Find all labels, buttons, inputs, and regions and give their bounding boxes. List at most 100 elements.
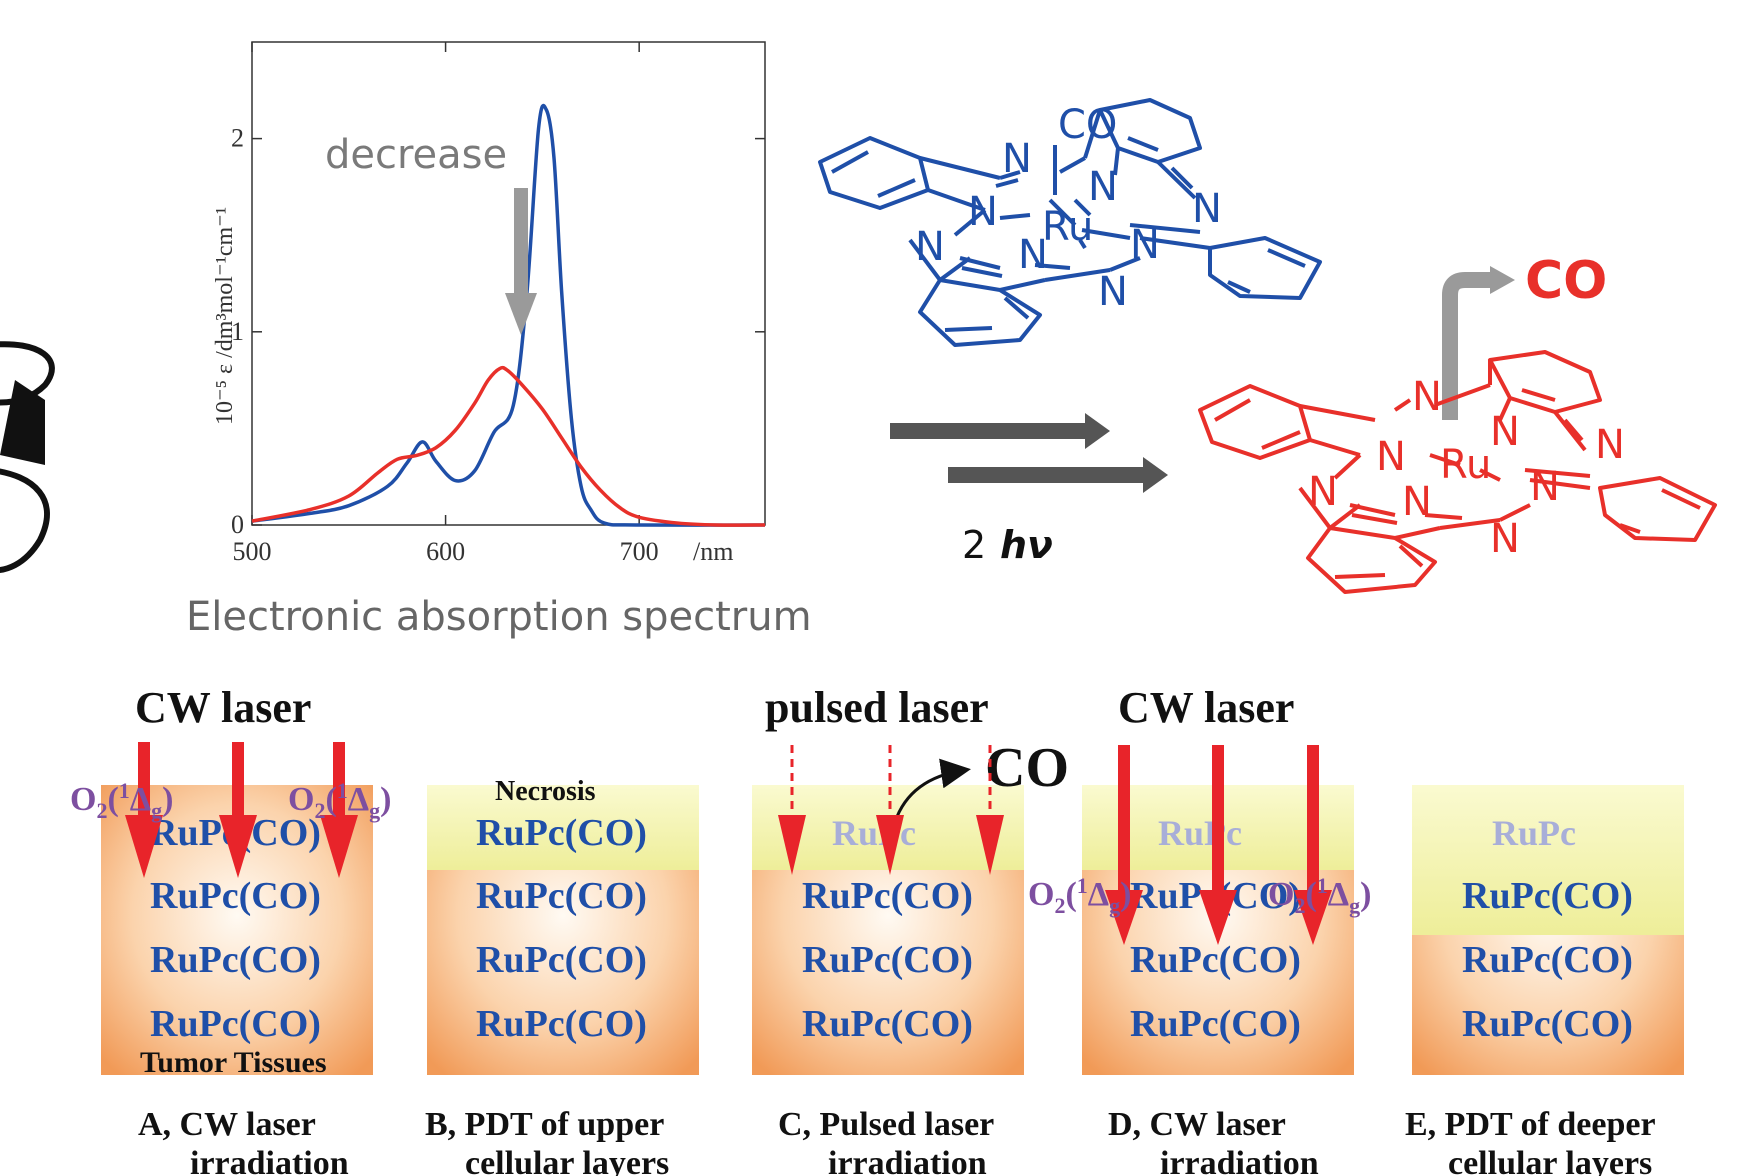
svg-text:O2(1Δg): O2(1Δg) — [70, 778, 173, 823]
decrease-annotation: decrease — [325, 132, 507, 178]
cw-laser-arrows — [125, 742, 358, 878]
svg-text:N: N — [1402, 479, 1432, 525]
singlet-oxygen-label: O2(1Δg) — [70, 778, 173, 823]
necrosis-label: Necrosis — [495, 776, 596, 807]
svg-text:N: N — [1490, 516, 1520, 562]
panel-c-header: pulsed laser — [765, 683, 989, 732]
series-lines — [251, 103, 766, 527]
svg-text:N: N — [1490, 409, 1520, 455]
x-tick-label: 700 — [620, 537, 659, 566]
svg-text:N: N — [1376, 434, 1406, 480]
photoreaction-arrows — [890, 413, 1168, 493]
svg-text:N: N — [1595, 422, 1625, 468]
necrosis-layer — [1412, 785, 1684, 935]
rupc-co-label: RuPc(CO) — [150, 1003, 321, 1045]
rupc-co-molecule — [818, 98, 1322, 347]
pulsed-laser-arrows — [778, 745, 1004, 875]
panel-e-caption-line1: E, PDT of deeper — [1405, 1106, 1656, 1143]
panel-b: Necrosis RuPc(CO) RuPc(CO) RuPc(CO) RuPc… — [425, 776, 699, 1176]
svg-text:N: N — [1130, 222, 1160, 268]
panel-a-header: CW laser — [135, 683, 311, 732]
svg-text:O2(1Δg): O2(1Δg) — [1268, 873, 1371, 918]
panel-e-caption-line2: cellular layers — [1448, 1145, 1652, 1176]
panel-d-caption-line2: irradiation — [1160, 1145, 1319, 1176]
x-axis-unit: /nm — [693, 537, 733, 566]
svg-text:O2(1Δg): O2(1Δg) — [288, 778, 391, 823]
y-tick-label: 1 — [231, 317, 244, 346]
co-release-arrow — [1442, 266, 1515, 420]
svg-text:N: N — [968, 189, 998, 235]
y-axis-label: 10⁻⁵ ε /dm³mol⁻¹cm⁻¹ — [212, 207, 238, 425]
absorption-spectrum-chart: 500 600 700 0 1 2 /nm 10⁻⁵ ε /dm³mol⁻¹cm⁻¹ de… — [186, 41, 812, 640]
rupc-label-faded: RuPc — [832, 813, 916, 853]
rupc-molecule — [1198, 350, 1717, 594]
rupc-co-label: RuPc(CO) — [1462, 1003, 1633, 1045]
necrosis-layer — [427, 785, 699, 870]
y-tick-label: 2 — [231, 124, 244, 153]
panel-c-caption-line1: C, Pulsed laser — [778, 1106, 994, 1143]
panel-c: pulsed laser CO RuPc RuPc(CO) RuPc(CO) R… — [752, 683, 1069, 1176]
rupc-co-label: RuPc(CO) — [1462, 875, 1633, 917]
rupc-co-label: RuPc(CO) — [802, 875, 973, 917]
rupc-co-label: RuPc(CO) — [476, 939, 647, 981]
singlet-oxygen-label: O2(1Δg) — [1028, 873, 1131, 918]
panel-a-caption-line2: irradiation — [190, 1145, 349, 1176]
svg-text:N: N — [1098, 269, 1128, 315]
axis-ticks — [251, 42, 765, 526]
panel-b-caption-line2: cellular layers — [465, 1145, 669, 1176]
panel-e: RuPc RuPc(CO) RuPc(CO) RuPc(CO) E, PDT o… — [1405, 785, 1684, 1176]
panel-b-caption-line1: B, PDT of upper — [425, 1106, 664, 1143]
panel-c-caption-line2: irradiation — [828, 1145, 987, 1176]
rupc-co-label: RuPc(CO) — [1130, 939, 1301, 981]
panel-a: CW laser RuPc(CO) RuPc(CO) RuPc(CO) RuPc… — [70, 683, 391, 1176]
y-tick-label: 0 — [231, 510, 244, 539]
cw-laser-arrows — [1105, 745, 1332, 945]
svg-text:N: N — [1412, 374, 1442, 420]
x-tick-label: 600 — [426, 537, 465, 566]
rupc-co-label: RuPc(CO) — [476, 812, 647, 854]
svg-text:N: N — [1088, 164, 1118, 210]
panel-d: CW laser RuPc RuPc(CO) RuPc(CO) RuPc(CO)… — [1028, 683, 1371, 1176]
two-photon-hv: hν — [1000, 523, 1053, 567]
rupc-co-label: RuPc(CO) — [476, 1003, 647, 1045]
svg-text:N: N — [915, 224, 945, 270]
rupc-co-label: RuPc(CO) — [150, 875, 321, 917]
co-release-curve — [893, 758, 971, 823]
x-tick-label: 500 — [233, 537, 272, 566]
spectrum-series-1 — [251, 103, 766, 527]
partial-rotation-graphic — [0, 341, 55, 573]
panel-a-caption-line1: A, CW laser — [138, 1106, 316, 1143]
panel-d-caption-line1: D, CW laser — [1108, 1106, 1286, 1143]
svg-text:Ru: Ru — [1042, 204, 1093, 250]
tumor-tissues-label: Tumor Tissues — [140, 1046, 327, 1079]
rupc-co-label: RuPc(CO) — [476, 875, 647, 917]
rupc-co-label: RuPc(CO) — [1462, 939, 1633, 981]
rupc-co-label: RuPc(CO) — [1130, 1003, 1301, 1045]
svg-text:Ru: Ru — [1440, 442, 1491, 488]
singlet-oxygen-label: O2(1Δg) — [288, 778, 391, 823]
svg-text:N: N — [1018, 232, 1048, 278]
spectrum-series-2 — [251, 365, 766, 527]
panel-d-header: CW laser — [1118, 683, 1294, 732]
rupc-co-label: RuPc(CO) — [150, 939, 321, 981]
svg-text:N: N — [1192, 186, 1222, 232]
svg-text:N: N — [1530, 464, 1560, 510]
axis-tick-labels: 500 600 700 0 1 2 — [231, 124, 659, 566]
rupc-co-atom-labels: CO Ru N N N N N N N N — [915, 102, 1222, 315]
svg-text:N: N — [1002, 136, 1032, 182]
decrease-arrow — [505, 188, 537, 335]
svg-text:N: N — [1308, 469, 1338, 515]
rupc-co-label: RuPc(CO) — [802, 939, 973, 981]
rupc-label-faded: RuPc — [1158, 813, 1242, 853]
singlet-oxygen-label: O2(1Δg) — [1268, 873, 1371, 918]
chart-caption: Electronic absorption spectrum — [186, 594, 812, 640]
rupc-atom-labels: N N N N Ru N N N N — [1308, 374, 1625, 562]
svg-text:CO: CO — [1058, 102, 1117, 148]
svg-text:O2(1Δg): O2(1Δg) — [1028, 873, 1131, 918]
rupc-label-faded: RuPc — [1492, 813, 1576, 853]
released-co-label: CO — [1525, 251, 1607, 311]
released-co-label: CO — [985, 737, 1069, 799]
rupc-co-label: RuPc(CO) — [802, 1003, 973, 1045]
plot-frame — [251, 41, 766, 526]
two-photon-count: 2 — [962, 523, 986, 567]
